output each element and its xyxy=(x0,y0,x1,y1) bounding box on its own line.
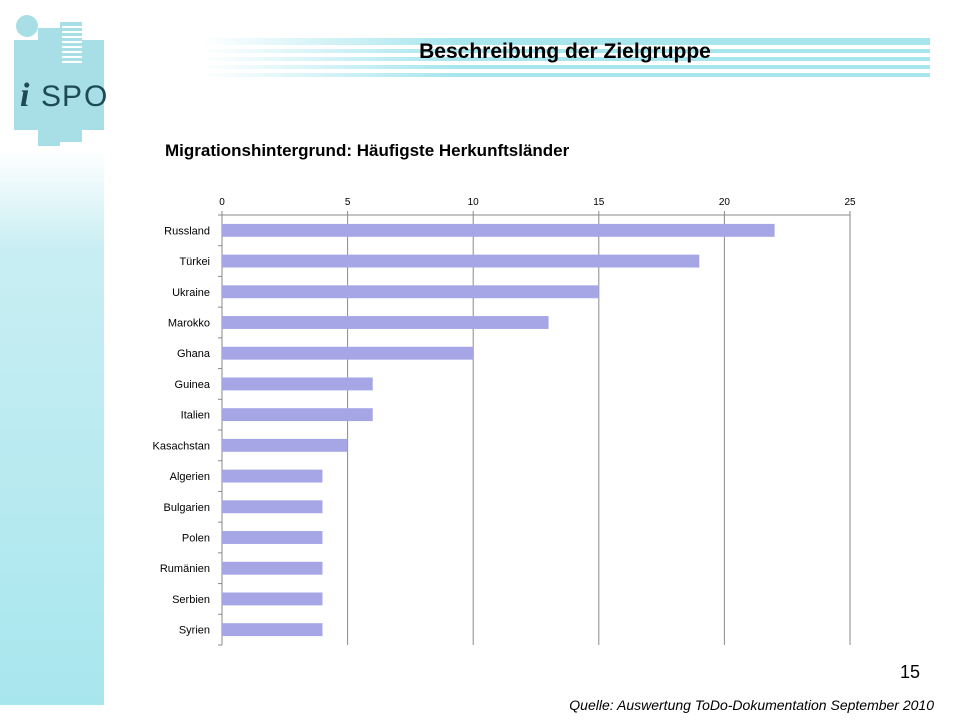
bar-chart: 0 5 10 15 20 25 Russland Türkei Ukraine Marokko Gh… xyxy=(153,197,856,646)
y-tick-label-11: Rumänien xyxy=(160,563,210,575)
y-tick-label-12: Serbien xyxy=(172,594,210,606)
header-decoration-lines xyxy=(200,38,930,77)
x-tick-label-3: 15 xyxy=(593,197,605,208)
bar-11 xyxy=(222,561,323,575)
ispo-logo: i S P O xyxy=(14,15,107,146)
x-tick-label-2: 10 xyxy=(468,197,480,208)
y-tick-label-9: Bulgarien xyxy=(164,502,210,514)
y-tick-label-1: Türkei xyxy=(179,256,210,268)
bar-3 xyxy=(222,316,549,329)
bar-7 xyxy=(222,438,348,452)
x-tick-label-4: 20 xyxy=(719,197,731,208)
logo-letter-s: S xyxy=(41,80,61,113)
page-number: 15 xyxy=(899,662,920,682)
y-tick-label-7: Kasachstan xyxy=(153,440,210,452)
bar-2 xyxy=(222,285,599,299)
bar-4 xyxy=(222,346,474,360)
logo-letter-p: P xyxy=(62,80,82,113)
bar-13 xyxy=(222,623,323,637)
sidebar-decoration xyxy=(0,150,104,705)
logo-letter-i: i xyxy=(20,77,30,114)
bar-1 xyxy=(222,254,700,268)
bar-9 xyxy=(222,500,323,514)
y-tick-label-10: Polen xyxy=(182,533,210,545)
bar-10 xyxy=(222,531,323,544)
source-note: Quelle: Auswertung ToDo-Dokumentation Se… xyxy=(569,697,934,713)
bar-12 xyxy=(222,592,323,606)
chart-title: Migrationshintergrund: Häufigste Herkunf… xyxy=(165,141,570,160)
y-tick-label-3: Marokko xyxy=(168,318,210,330)
slide-title: Beschreibung der Zielgruppe xyxy=(419,40,711,63)
bar-8 xyxy=(222,469,323,483)
y-tick-label-2: Ukraine xyxy=(172,287,210,299)
y-tick-label-13: Syrien xyxy=(179,625,210,637)
y-tick-label-4: Ghana xyxy=(177,348,211,360)
x-tick-label-1: 5 xyxy=(345,197,351,208)
y-tick-label-8: Algerien xyxy=(170,471,210,483)
x-tick-label-5: 25 xyxy=(844,197,856,208)
y-tick-label-0: Russland xyxy=(164,225,210,237)
y-tick-label-5: Guinea xyxy=(175,379,211,391)
bar-0 xyxy=(222,223,775,237)
bar-5 xyxy=(222,377,373,391)
bar-6 xyxy=(222,408,373,422)
logo-letter-o: O xyxy=(84,80,107,113)
x-tick-label-0: 0 xyxy=(219,197,225,208)
y-tick-label-6: Italien xyxy=(181,410,210,422)
